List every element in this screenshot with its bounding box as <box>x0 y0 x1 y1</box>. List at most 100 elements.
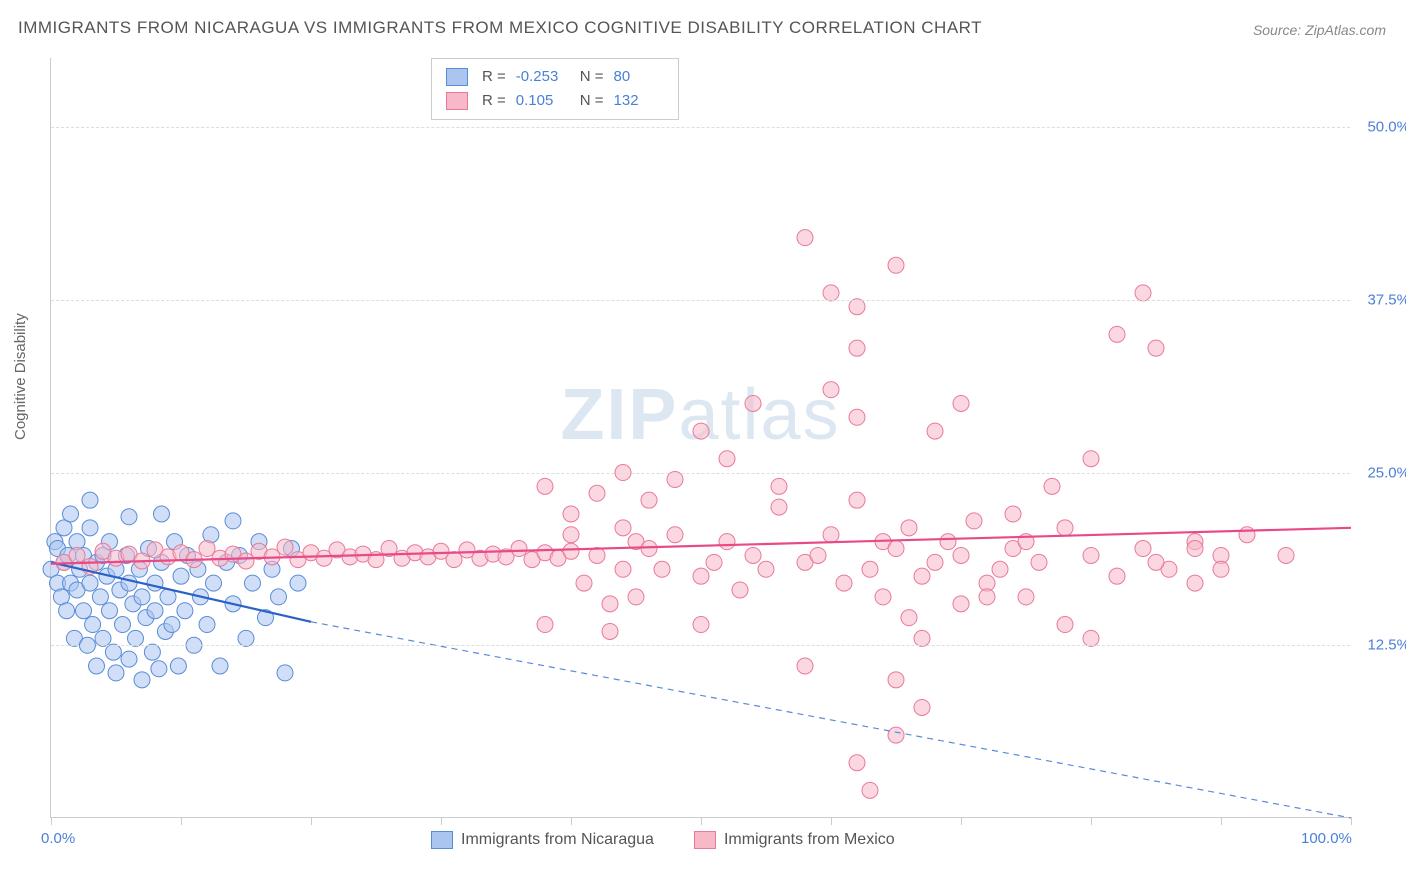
data-point <box>849 340 865 356</box>
data-point <box>888 672 904 688</box>
gridline-h <box>51 300 1350 301</box>
gridline-h <box>51 127 1350 128</box>
data-point <box>862 782 878 798</box>
data-point <box>693 423 709 439</box>
data-point <box>76 603 92 619</box>
stats-legend: R = -0.253 N = 80 R = 0.105 N = 132 <box>431 58 679 120</box>
data-point <box>888 257 904 273</box>
data-point <box>225 513 241 529</box>
x-tick <box>701 817 702 825</box>
data-point <box>277 665 293 681</box>
data-point <box>927 554 943 570</box>
data-point <box>134 589 150 605</box>
data-point <box>1005 506 1021 522</box>
data-point <box>823 285 839 301</box>
data-point <box>82 520 98 536</box>
r-label: R = <box>482 65 506 89</box>
r-label: R = <box>482 89 506 113</box>
data-point <box>173 568 189 584</box>
data-point <box>602 623 618 639</box>
data-point <box>245 575 261 591</box>
data-point <box>901 610 917 626</box>
data-point <box>849 409 865 425</box>
data-point <box>290 575 306 591</box>
n-value-nicaragua: 80 <box>614 65 664 89</box>
data-point <box>797 230 813 246</box>
data-point <box>92 589 108 605</box>
data-point <box>693 568 709 584</box>
data-point <box>199 617 215 633</box>
data-point <box>147 603 163 619</box>
data-point <box>59 603 75 619</box>
data-point <box>719 451 735 467</box>
data-point <box>212 658 228 674</box>
data-point <box>810 547 826 563</box>
data-point <box>940 534 956 550</box>
data-point <box>992 561 1008 577</box>
n-label: N = <box>580 65 604 89</box>
data-point <box>901 520 917 536</box>
swatch-mexico <box>446 92 468 110</box>
data-point <box>888 727 904 743</box>
data-point <box>164 617 180 633</box>
x-tick <box>441 817 442 825</box>
x-tick <box>1351 817 1352 825</box>
data-point <box>914 699 930 715</box>
data-point <box>953 547 969 563</box>
data-point <box>154 506 170 522</box>
data-point <box>693 617 709 633</box>
y-tick-label: 12.5% <box>1367 637 1406 654</box>
data-point <box>1135 541 1151 557</box>
data-point <box>706 554 722 570</box>
data-point <box>69 547 85 563</box>
data-point <box>85 617 101 633</box>
gridline-h <box>51 645 1350 646</box>
chart-area: ZIPatlas R = -0.253 N = 80 R = 0.105 N =… <box>50 58 1350 818</box>
x-tick-label: 0.0% <box>41 830 75 847</box>
data-point <box>771 478 787 494</box>
data-point <box>82 492 98 508</box>
data-point <box>615 520 631 536</box>
data-point <box>849 492 865 508</box>
data-point <box>271 589 287 605</box>
y-tick-label: 37.5% <box>1367 291 1406 308</box>
data-point <box>1057 520 1073 536</box>
x-tick-label: 100.0% <box>1301 830 1352 847</box>
data-point <box>537 617 553 633</box>
data-point <box>641 492 657 508</box>
legend-item-mexico: Immigrants from Mexico <box>694 831 895 849</box>
data-point <box>151 661 167 677</box>
data-point <box>654 561 670 577</box>
x-tick <box>961 817 962 825</box>
data-point <box>1083 451 1099 467</box>
data-point <box>537 478 553 494</box>
data-point <box>115 617 131 633</box>
data-point <box>836 575 852 591</box>
data-point <box>979 589 995 605</box>
legend-swatch-nicaragua <box>431 831 453 849</box>
data-point <box>641 541 657 557</box>
legend-label-mexico: Immigrants from Mexico <box>724 831 895 849</box>
data-point <box>849 755 865 771</box>
data-point <box>745 395 761 411</box>
data-point <box>823 382 839 398</box>
data-point <box>63 506 79 522</box>
data-point <box>771 499 787 515</box>
x-tick <box>571 817 572 825</box>
data-point <box>667 527 683 543</box>
data-point <box>732 582 748 598</box>
swatch-nicaragua <box>446 68 468 86</box>
data-point <box>1148 340 1164 356</box>
data-point <box>1213 561 1229 577</box>
data-point <box>105 644 121 660</box>
data-point <box>170 658 186 674</box>
data-point <box>89 658 105 674</box>
legend-item-nicaragua: Immigrants from Nicaragua <box>431 831 654 849</box>
data-point <box>108 665 124 681</box>
source-credit: Source: ZipAtlas.com <box>1253 22 1386 38</box>
n-value-mexico: 132 <box>614 89 664 113</box>
plot-svg <box>51 58 1350 817</box>
data-point <box>576 575 592 591</box>
data-point <box>1148 554 1164 570</box>
series-legend: Immigrants from Nicaragua Immigrants fro… <box>431 831 895 849</box>
